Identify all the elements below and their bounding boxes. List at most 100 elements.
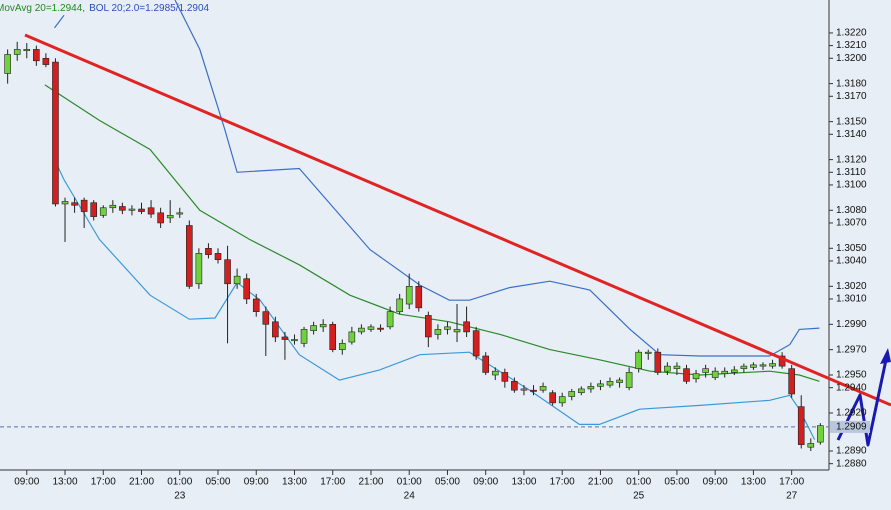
y-tick-label: 1.3120 bbox=[836, 154, 867, 165]
candle-body bbox=[769, 363, 776, 367]
candle-body bbox=[683, 368, 690, 382]
x-tick-label: 01:00 bbox=[397, 477, 422, 488]
candle-body bbox=[511, 381, 518, 391]
candle-body bbox=[310, 325, 317, 331]
candle-body bbox=[482, 355, 490, 373]
candle-body bbox=[750, 364, 757, 368]
candle-body bbox=[702, 368, 709, 373]
candle-body bbox=[99, 207, 107, 216]
candle-body bbox=[453, 329, 461, 333]
candle-body bbox=[664, 365, 671, 372]
candle-body bbox=[654, 351, 662, 373]
candle-body bbox=[434, 329, 442, 335]
candle-body bbox=[281, 336, 289, 340]
x-tick-label: 09:00 bbox=[703, 477, 728, 488]
candle-body bbox=[425, 315, 432, 338]
candle-body bbox=[817, 425, 824, 443]
legend-entry: BOL 20;2.0=1.2985/1.2904 bbox=[89, 3, 209, 14]
candle-body bbox=[348, 331, 356, 343]
candle-body bbox=[13, 49, 21, 55]
candle-body bbox=[367, 326, 375, 330]
candle-body bbox=[740, 365, 748, 369]
candle-body bbox=[797, 406, 805, 445]
forecast-arrow bbox=[836, 354, 889, 447]
candle-body bbox=[759, 364, 767, 367]
candle-body bbox=[606, 381, 614, 386]
candle-body bbox=[214, 253, 222, 261]
x-tick-label: 13:00 bbox=[282, 477, 307, 488]
legend-text: MovAvg 20=1.2944, BOL 20;2.0=1.2985/1.290… bbox=[0, 3, 210, 14]
legend-entry: MovAvg 20=1.2944, bbox=[0, 3, 85, 14]
y-tick-label: 1.3140 bbox=[836, 129, 867, 140]
candle-body bbox=[405, 286, 413, 305]
trend-line bbox=[24, 33, 891, 407]
candle-body bbox=[291, 339, 298, 342]
candle-body bbox=[587, 386, 595, 390]
candle-body bbox=[673, 365, 681, 369]
y-tick-label: 1.3080 bbox=[836, 205, 867, 216]
candle-body bbox=[52, 61, 59, 205]
candle-body bbox=[549, 392, 556, 404]
y-tick-label: 1.3070 bbox=[836, 218, 867, 229]
y-tick-label: 1.3110 bbox=[836, 167, 866, 178]
candle-body bbox=[731, 369, 738, 373]
y-tick-label: 1.3150 bbox=[836, 116, 867, 127]
y-tick-label: 1.2990 bbox=[836, 319, 867, 330]
x-tick-label: 09:00 bbox=[14, 477, 39, 488]
candle-body bbox=[338, 343, 346, 350]
y-tick-label: 1.2970 bbox=[836, 344, 867, 355]
candle-body bbox=[597, 383, 604, 387]
y-tick-label: 1.3180 bbox=[836, 78, 867, 89]
y-tick-label: 1.3040 bbox=[836, 256, 867, 267]
candle-body bbox=[224, 259, 231, 285]
candle-body bbox=[300, 329, 308, 344]
candle-body bbox=[233, 275, 241, 285]
candle-body bbox=[625, 372, 633, 388]
candle-body bbox=[319, 324, 327, 328]
candle-body bbox=[205, 248, 212, 255]
day-label: 25 bbox=[633, 491, 645, 502]
candle-body bbox=[166, 215, 174, 219]
candle-body bbox=[243, 278, 250, 300]
candle-body bbox=[711, 370, 719, 378]
x-tick-label: 05:00 bbox=[664, 477, 689, 488]
candle-body bbox=[807, 443, 815, 448]
candle-body bbox=[635, 351, 642, 369]
candle-body bbox=[90, 202, 97, 217]
candle-body bbox=[472, 330, 480, 357]
indicator-line bbox=[53, 159, 816, 440]
indicator-line bbox=[54, 14, 65, 29]
x-tick-label: 21:00 bbox=[588, 477, 613, 488]
y-tick-label: 1.2880 bbox=[836, 458, 867, 469]
x-tick-label: 01:00 bbox=[167, 477, 192, 488]
y-tick-label: 1.3100 bbox=[836, 180, 867, 191]
candle-body bbox=[186, 225, 193, 287]
candle-body bbox=[788, 368, 795, 395]
x-tick-label: 21:00 bbox=[129, 477, 154, 488]
y-tick-label: 1.2940 bbox=[836, 382, 867, 393]
candle-body bbox=[329, 324, 337, 350]
x-tick-label: 05:00 bbox=[435, 477, 460, 488]
candle-body bbox=[358, 327, 365, 333]
day-label: 27 bbox=[786, 491, 798, 502]
candle-body bbox=[377, 327, 384, 330]
candle-body bbox=[692, 373, 700, 380]
candle-body bbox=[109, 204, 117, 209]
candle-body bbox=[71, 202, 78, 206]
arrow-head bbox=[880, 348, 891, 364]
candle-body bbox=[128, 208, 136, 211]
candle-body bbox=[119, 206, 126, 211]
candle-body bbox=[444, 326, 451, 330]
last-price-box bbox=[830, 420, 870, 433]
candle-body bbox=[176, 212, 184, 215]
candle-body bbox=[272, 321, 279, 338]
candle-body bbox=[157, 212, 164, 224]
y-tick-label: 1.2950 bbox=[836, 370, 867, 381]
day-label: 23 bbox=[174, 491, 186, 502]
y-tick-label: 1.3010 bbox=[836, 294, 867, 305]
y-tick-label: 1.3170 bbox=[836, 91, 867, 102]
candle-body bbox=[33, 49, 40, 62]
candle-body bbox=[415, 286, 423, 309]
legend: MovAvg 20=1.2944, BOL 20;2.0=1.2985/1.290… bbox=[0, 3, 210, 14]
candle-body bbox=[23, 49, 31, 51]
